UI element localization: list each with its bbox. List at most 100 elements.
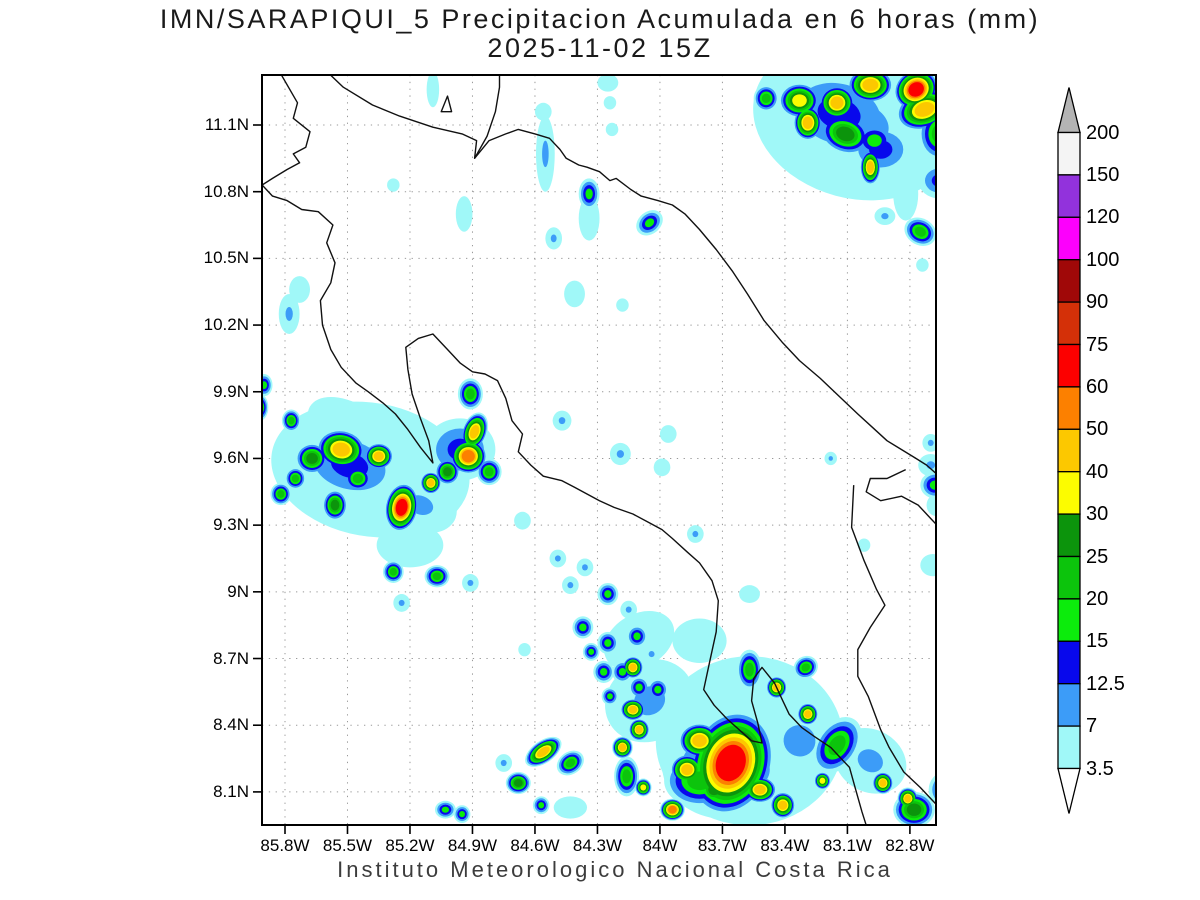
precip-cell-band [928, 120, 936, 147]
precip-cell-band [441, 806, 450, 813]
precip-cell-band [618, 667, 627, 676]
precip-cell-band [291, 474, 300, 483]
colorbar-box [1057, 428, 1081, 473]
precip-cell-band [739, 585, 760, 603]
precip-cell-band [635, 725, 643, 734]
precip-cell-band [588, 648, 595, 655]
precip-cell-band [633, 632, 641, 641]
coastline-lake-islet [440, 95, 453, 113]
precip-cell-band [629, 663, 637, 672]
precip-cell-band [830, 96, 844, 109]
precip-cell-band [881, 213, 889, 220]
valid-time-subtitle: 2025-11-02 15Z [487, 33, 713, 63]
colorbar-tick-label: 40 [1086, 460, 1109, 483]
precip-cell-band [550, 234, 557, 243]
precip-cell-band [262, 381, 268, 389]
colorbar-box [1057, 513, 1081, 558]
precip-cell-band [778, 800, 788, 810]
colorbar-box [1057, 174, 1081, 218]
lon-tick-label: 84.9W [447, 836, 498, 855]
lon-tick-label: 84.6W [510, 836, 560, 855]
colorbar-tick-label: 20 [1086, 587, 1109, 610]
precip-cell-band [867, 134, 882, 147]
precip-cell-band [681, 764, 693, 776]
precip-cell-band [332, 442, 350, 457]
lon-tick-label: 82.8W [885, 836, 935, 855]
precip-cell-band [866, 161, 874, 174]
precip-cell-band [653, 458, 671, 477]
precip-cell-band [914, 101, 935, 117]
precip-cell-band [376, 522, 444, 568]
precip-cell-band [484, 467, 494, 477]
precip-cell-band [565, 758, 576, 768]
precip-cell-band [628, 705, 638, 714]
coastline-costa-rica-panama-border [850, 485, 936, 806]
lon-tick-label: 84W [642, 836, 678, 855]
precip-cell-band [605, 122, 619, 137]
precip-cell-band [672, 618, 727, 663]
precip-cell-band [616, 450, 625, 458]
precip-cell-band [654, 685, 662, 694]
colorbar-arrow-top [1057, 87, 1081, 134]
precip-cell-band [564, 280, 585, 308]
colorbar-tick-label: 90 [1086, 291, 1109, 314]
lon-tick-label: 83.1W [822, 836, 872, 855]
precip-cell-band [635, 683, 643, 692]
colorbar-box [1057, 259, 1081, 303]
colorbar-box [1057, 598, 1081, 642]
lat-tick-label: 10.5N [203, 248, 249, 268]
precip-cell-band [373, 451, 384, 461]
precip-cell-band [828, 456, 833, 461]
coastline-pacific-coast-costa-rica-nicaragua [262, 75, 867, 825]
precip-cell-band [461, 450, 475, 463]
precip-cell-band [616, 298, 629, 312]
precip-cell-band [906, 803, 922, 816]
precip-cell-band [754, 785, 766, 795]
precip-cell-band [925, 168, 936, 193]
precip-cell-band [582, 564, 588, 571]
colorbar-box [1057, 216, 1081, 261]
precip-cell-band [432, 572, 442, 581]
colorbar-box [1057, 471, 1081, 515]
precip-cell-band [604, 639, 612, 647]
lat-tick-label: 8.1N [213, 781, 249, 801]
colorbar-tick-label: 15 [1086, 630, 1109, 653]
precip-cell-band [395, 498, 408, 516]
coastline-almirante-bay [865, 468, 936, 526]
colorbar-box [1057, 301, 1081, 346]
lat-tick-label: 9.6N [213, 448, 249, 468]
precip-cell-band [455, 196, 473, 232]
precip-cell-band [819, 777, 826, 784]
colorbar-box [1057, 725, 1081, 770]
precip-cell-band [330, 499, 340, 511]
precip-cell-band [536, 746, 550, 758]
map-content [262, 75, 936, 825]
precip-cell-band [600, 667, 608, 676]
colorbar-tick-label: 200 [1086, 121, 1120, 144]
precip-cell-band [553, 796, 588, 819]
colorbar-tick-label: 12.5 [1086, 672, 1125, 695]
precip-cell-band [287, 416, 295, 425]
precip-cell-band [534, 102, 552, 121]
precip-cell-band [862, 78, 879, 92]
precip-cell-band [857, 749, 883, 773]
lat-tick-label: 9.3N [213, 515, 249, 535]
precip-cell-band [289, 276, 310, 303]
lat-tick-label: 9.9N [213, 381, 249, 401]
precip-cell-band [931, 125, 936, 143]
colorbar-box [1057, 386, 1081, 430]
precip-cell-band [935, 788, 936, 792]
colorbar-box [1057, 131, 1081, 176]
lon-tick-label: 85.8W [260, 836, 310, 855]
precip-cell-band [558, 417, 566, 425]
precip-cell-band [692, 530, 699, 538]
colorbar-arrow-bottom [1057, 767, 1081, 814]
precip-cell-band [836, 126, 855, 142]
colorbar-box [1057, 343, 1081, 388]
precip-cell-band [926, 494, 936, 517]
precip-cell-band [904, 794, 912, 803]
precip-cell-band [427, 479, 435, 487]
precip-cell-band [761, 93, 771, 103]
precip-cell-band [618, 743, 627, 752]
precip-cell-band [659, 425, 677, 443]
